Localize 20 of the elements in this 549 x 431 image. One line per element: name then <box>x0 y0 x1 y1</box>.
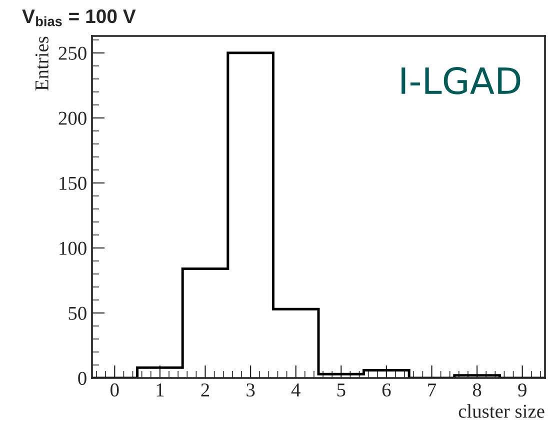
annotation: I-LGAD <box>402 67 520 94</box>
x-tick-label: 5 <box>337 384 346 397</box>
chart-title: V$_{bias}$ = 100 V <box>22 9 136 26</box>
y-tick-label: 50 <box>68 306 86 320</box>
x-tick-label: 4 <box>291 384 300 396</box>
x-tick-label: 2 <box>201 383 210 396</box>
y-tick-label: 250 <box>58 46 86 60</box>
x-tick-label: 6 <box>382 383 391 397</box>
y-axis-title: Entries <box>35 36 48 91</box>
y-tick-label: 100 <box>60 242 86 255</box>
y-tick-label: 0 <box>78 372 86 385</box>
x-tick-label: 8 <box>472 383 482 397</box>
x-tick-label: 0 <box>110 383 119 397</box>
x-tick-label: 3 <box>246 383 255 397</box>
y-tick-label: 200 <box>58 112 86 125</box>
x-tick-label: 1 <box>156 384 164 396</box>
x-tick-label: 9 <box>518 383 526 397</box>
y-tick-label: 150 <box>60 176 86 190</box>
x-axis-title: cluster size <box>458 404 544 418</box>
x-tick-label: 7 <box>428 384 436 396</box>
